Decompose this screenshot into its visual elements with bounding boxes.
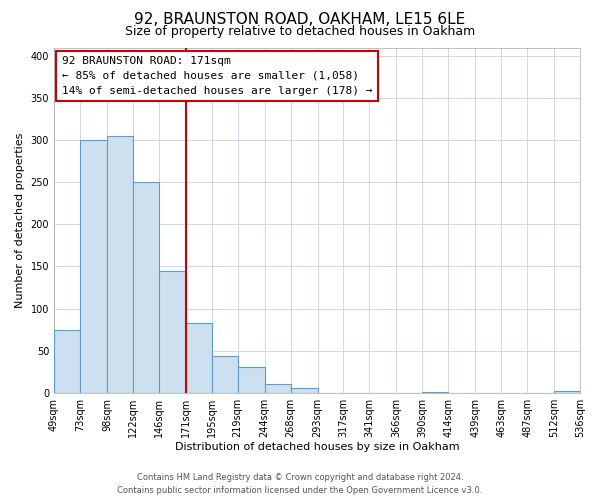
Bar xyxy=(80,140,107,392)
Text: 92 BRAUNSTON ROAD: 171sqm
← 85% of detached houses are smaller (1,058)
14% of se: 92 BRAUNSTON ROAD: 171sqm ← 85% of detac… xyxy=(62,56,373,96)
Bar xyxy=(133,182,159,392)
Bar xyxy=(54,330,80,392)
Bar xyxy=(186,323,212,392)
Text: Size of property relative to detached houses in Oakham: Size of property relative to detached ho… xyxy=(125,25,475,38)
Text: 92, BRAUNSTON ROAD, OAKHAM, LE15 6LE: 92, BRAUNSTON ROAD, OAKHAM, LE15 6LE xyxy=(134,12,466,28)
Bar xyxy=(265,384,290,392)
X-axis label: Distribution of detached houses by size in Oakham: Distribution of detached houses by size … xyxy=(175,442,460,452)
Bar xyxy=(107,136,133,392)
Bar xyxy=(159,270,186,392)
Y-axis label: Number of detached properties: Number of detached properties xyxy=(15,132,25,308)
Bar xyxy=(290,388,317,392)
Text: Contains HM Land Registry data © Crown copyright and database right 2024.
Contai: Contains HM Land Registry data © Crown c… xyxy=(118,473,482,495)
Bar xyxy=(238,366,265,392)
Bar xyxy=(554,391,580,392)
Bar xyxy=(212,356,238,393)
